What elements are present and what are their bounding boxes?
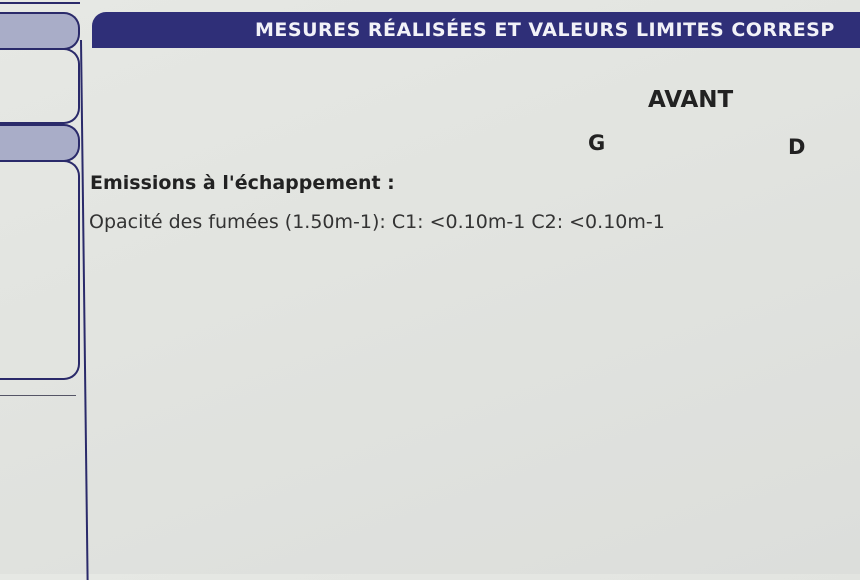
section-title: Emissions à l'échappement : bbox=[90, 172, 395, 194]
column-right: D bbox=[788, 135, 806, 159]
divider bbox=[0, 395, 76, 396]
side-tab bbox=[0, 12, 80, 50]
section-header-title: MESURES RÉALISÉES ET VALEURS LIMITES COR… bbox=[255, 19, 835, 41]
side-tab bbox=[0, 160, 80, 380]
border-line bbox=[0, 2, 80, 4]
border-line bbox=[80, 39, 89, 580]
opacity-measurement: Opacité des fumées (1.50m-1): C1: <0.10m… bbox=[89, 211, 665, 233]
section-header-band bbox=[92, 12, 860, 48]
side-tab bbox=[0, 48, 80, 124]
column-left: G bbox=[588, 131, 606, 155]
column-group-avant: AVANT bbox=[648, 87, 734, 113]
side-tab bbox=[0, 124, 80, 162]
